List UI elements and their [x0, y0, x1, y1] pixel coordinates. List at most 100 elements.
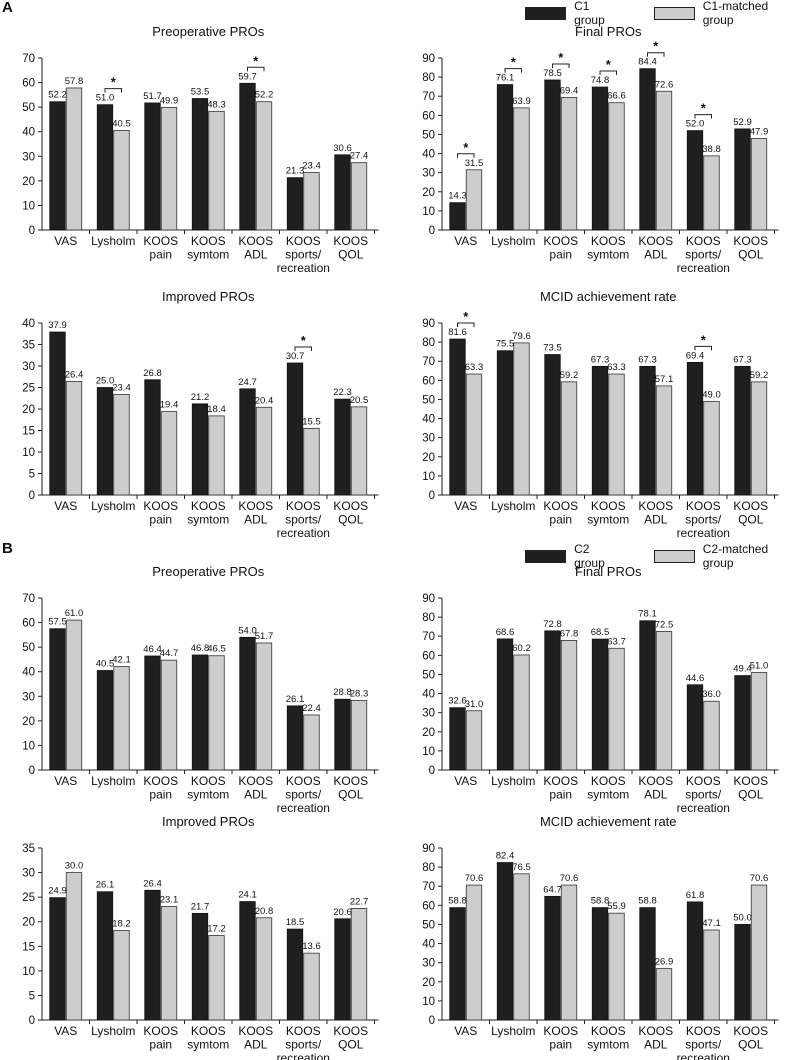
data-label: 38.8 — [702, 144, 721, 155]
data-label: 49.0 — [702, 389, 721, 400]
data-label: 23.1 — [160, 894, 179, 905]
data-label: 19.4 — [160, 400, 179, 411]
x-tick-label: KOOS — [686, 774, 721, 788]
y-tick-label: 10 — [422, 206, 435, 218]
data-label: 21.7 — [191, 901, 210, 912]
bar-series-2 — [465, 884, 483, 1021]
data-label: 32.6 — [448, 696, 467, 707]
y-tick-label: 15 — [22, 941, 35, 953]
data-label: 64.7 — [543, 884, 562, 895]
data-label: 30.0 — [65, 861, 84, 872]
x-tick-label: Lysholm — [491, 774, 535, 788]
data-label: 52.2 — [48, 90, 67, 101]
data-label: 26.4 — [65, 369, 84, 380]
y-tick-label: 10 — [22, 740, 35, 752]
y-tick-label: 40 — [422, 689, 435, 701]
bar-series-2 — [560, 381, 578, 496]
significance-star: * — [653, 39, 659, 54]
significance-star: * — [701, 101, 707, 116]
x-tick-label: KOOS — [686, 1024, 721, 1038]
bar-series-2 — [560, 96, 578, 231]
y-tick-label: 25 — [22, 383, 35, 395]
chart-title: Final PROs — [575, 24, 642, 39]
legend-label-c1-matched: C1-matched group — [702, 0, 769, 27]
bar-series-2 — [350, 908, 368, 1021]
data-label: 81.6 — [448, 327, 467, 338]
chart-title: Preoperative PROs — [152, 24, 264, 39]
x-tick-label: KOOS — [686, 499, 721, 513]
y-tick-label: 0 — [29, 225, 35, 237]
bar-series-2 — [608, 647, 625, 771]
data-label: 67.8 — [560, 628, 579, 639]
legend-section-b: C2 group C2-matched group — [525, 542, 800, 570]
x-tick-label: Lysholm — [491, 234, 535, 248]
x-tick-label: ADL — [244, 788, 268, 802]
bar-series-2 — [465, 169, 483, 231]
y-tick-label: 20 — [422, 452, 435, 464]
y-tick-label: 35 — [22, 843, 35, 855]
x-tick-label: symtom — [587, 513, 629, 527]
section-b-label: B — [2, 540, 13, 557]
data-label: 21.2 — [191, 392, 210, 403]
data-label: 30.6 — [333, 143, 352, 154]
data-label: 22.3 — [333, 387, 352, 398]
x-tick-label: KOOS — [238, 499, 273, 513]
data-label: 22.4 — [302, 703, 321, 714]
y-tick-label: 0 — [429, 225, 435, 237]
bar-series-1 — [449, 338, 466, 496]
x-tick-label: KOOS — [143, 234, 178, 248]
bar-series-2 — [655, 90, 673, 231]
data-label: 37.9 — [48, 320, 67, 331]
y-tick-label: 40 — [22, 127, 35, 139]
data-label: 59.7 — [238, 71, 257, 82]
x-tick-label: KOOS — [143, 774, 178, 788]
y-tick-label: 80 — [422, 612, 435, 624]
x-tick-label: QOL — [738, 513, 764, 527]
significance-bracket — [694, 345, 712, 351]
significance-bracket — [647, 52, 665, 57]
data-label: 26.8 — [143, 368, 162, 379]
bar-series-1 — [191, 912, 209, 1021]
data-label: 57.1 — [655, 374, 674, 385]
bar-series-2 — [113, 930, 130, 1021]
data-label: 70.6 — [750, 873, 769, 884]
data-label: 26.4 — [143, 878, 162, 889]
bar-series-2 — [465, 710, 483, 771]
bar-series-1 — [334, 154, 351, 231]
y-tick-label: 20 — [22, 917, 35, 929]
bar-series-2 — [465, 373, 483, 496]
x-tick-label: pain — [149, 513, 172, 527]
bar-series-2 — [255, 406, 273, 496]
x-tick-label: KOOS — [143, 1024, 178, 1038]
data-label: 52.0 — [686, 119, 705, 130]
bar-series-2 — [160, 411, 178, 496]
bar-series-1 — [286, 705, 304, 771]
y-tick-label: 20 — [22, 404, 35, 416]
bar-series-2 — [655, 968, 673, 1021]
bar-series-1 — [49, 897, 66, 1021]
bar-series-1 — [449, 907, 466, 1021]
bar-series-2 — [350, 406, 368, 496]
data-label: 68.6 — [496, 627, 515, 638]
data-label: 53.5 — [191, 87, 210, 98]
data-label: 59.2 — [560, 370, 579, 381]
bar-series-1 — [286, 177, 304, 231]
bar-series-2 — [255, 101, 273, 231]
data-label: 20.4 — [255, 395, 274, 406]
data-label: 24.1 — [238, 890, 257, 901]
chart-b-final-pros: Final PROs 0 10 20 30 40 50 60 70 80 90 32.631.0 VAS… — [422, 564, 779, 815]
bar-series-1 — [449, 202, 466, 231]
significance-bracket — [457, 153, 475, 158]
bar-series-1 — [144, 889, 161, 1021]
y-tick-label: 80 — [422, 337, 435, 349]
x-tick-label: VAS — [454, 499, 477, 513]
bar-series-1 — [496, 862, 514, 1021]
bar-series-2 — [350, 162, 368, 231]
y-tick-label: 90 — [422, 593, 435, 605]
x-tick-label: KOOS — [733, 774, 768, 788]
data-label: 15.5 — [302, 416, 321, 427]
bar-series-2 — [750, 138, 768, 231]
x-tick-label: Lysholm — [491, 1024, 535, 1038]
y-tick-label: 30 — [422, 958, 435, 970]
data-label: 63.3 — [607, 362, 626, 373]
